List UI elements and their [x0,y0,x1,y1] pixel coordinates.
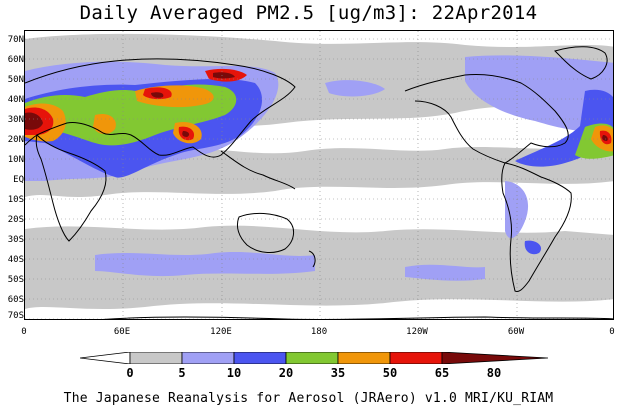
lat-label: 50S [7,275,24,285]
colorbar-segment [337,352,391,364]
lon-label: 0 [609,327,615,337]
colorbar-label: 20 [278,366,294,380]
lon-label: 180 [310,327,328,337]
colorbar-label: 50 [382,366,398,380]
colorbar-segment [441,352,549,364]
colorbar-segment [181,352,235,364]
lat-label: 30N [7,115,24,125]
colorbar-label: 5 [178,366,186,380]
lat-label: 20S [7,215,24,225]
footer-credit: The Japanese Reanalysis for Aerosol (JRA… [63,391,554,406]
lat-lon-grid [25,31,613,319]
lat-label: 60N [7,55,24,65]
colorbar-label: 80 [486,366,502,380]
map-canvas [25,31,613,319]
colorbar-label: 35 [330,366,346,380]
lon-label: 0 [21,327,27,337]
colorbar [80,352,549,364]
lat-label: 10N [7,155,24,165]
colorbar-label: 65 [434,366,450,380]
coastlines [25,46,613,319]
lat-label: 70S [7,311,24,321]
lon-label: 120W [406,327,428,337]
lat-label: 20N [7,135,24,145]
lat-label: 40N [7,95,24,105]
pm25-over-80-region [25,72,608,141]
colorbar-segment [233,352,287,364]
lon-label: 120E [210,327,232,337]
lat-label: 50N [7,75,24,85]
lat-label: 10S [7,195,24,205]
lat-label: 30S [7,235,24,245]
pm25-map [24,30,614,320]
colorbar-segment [285,352,339,364]
lat-label: 60S [7,295,24,305]
colorbar-label: 10 [226,366,242,380]
lat-label: 40S [7,255,24,265]
colorbar-segment [80,352,131,364]
map-title: Daily Averaged PM2.5 [ug/m3]: 22Apr2014 [79,2,538,24]
lat-label: 70N [7,35,24,45]
colorbar-label: 0 [126,366,134,380]
colorbar-segment [389,352,443,364]
lat-label: EQ [13,175,24,185]
colorbar-segment [129,352,183,364]
lon-label: 60E [113,327,131,337]
lon-label: 60W [507,327,525,337]
